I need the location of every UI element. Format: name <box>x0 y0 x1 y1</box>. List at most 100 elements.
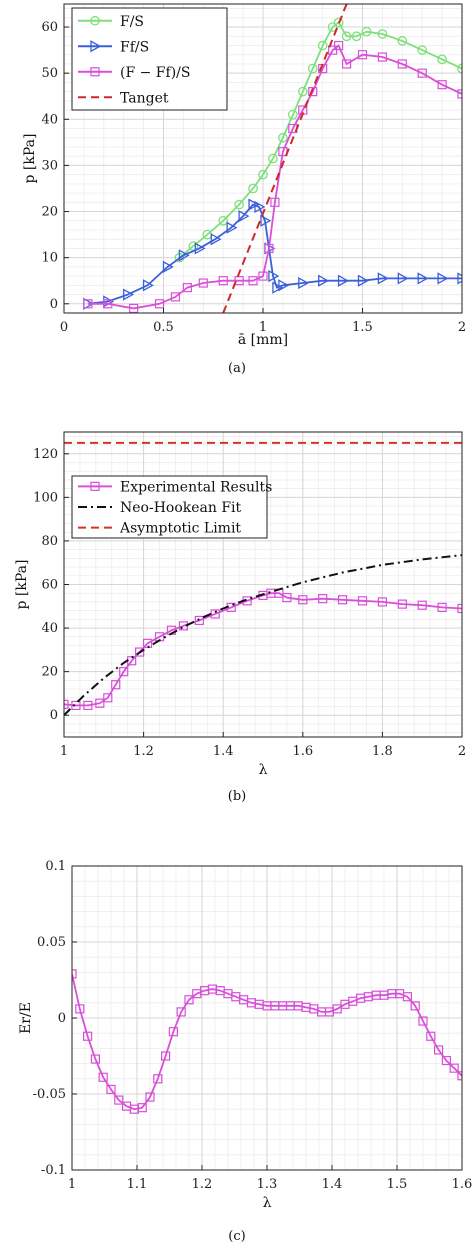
data-point-0 <box>338 595 348 605</box>
legend-entry: Asymptotic Limit <box>119 521 241 537</box>
x-tick-label: 0 <box>60 320 68 335</box>
data-point-0 <box>402 992 412 1002</box>
data-point-1 <box>194 242 206 255</box>
series-line-0 <box>64 592 462 707</box>
data-point-2 <box>417 68 427 78</box>
data-point-2 <box>457 89 462 99</box>
data-point-2 <box>357 50 368 60</box>
data-point-2 <box>258 271 268 281</box>
data-point-2 <box>308 87 318 97</box>
legend-marker <box>90 481 100 491</box>
data-point-0 <box>137 1103 147 1113</box>
data-point-0 <box>327 22 338 32</box>
data-point-0 <box>145 1092 155 1102</box>
data-point-0 <box>168 1027 178 1037</box>
y-tick-label: 60 <box>41 20 58 35</box>
data-point-2 <box>377 52 387 62</box>
data-point-0 <box>119 667 129 677</box>
data-point-0 <box>297 86 308 97</box>
data-point-1 <box>142 279 154 292</box>
data-point-0 <box>417 600 427 610</box>
y-tick-label: 0.1 <box>45 859 66 874</box>
y-tick-label: 120 <box>33 447 58 462</box>
caption: (b) <box>228 789 246 804</box>
data-point-0 <box>153 1074 163 1084</box>
series-group <box>64 441 462 716</box>
data-point-0 <box>437 54 447 65</box>
data-point-0 <box>142 638 153 648</box>
data-point-0 <box>82 1031 93 1041</box>
y-tick-label: 0.05 <box>37 935 66 950</box>
legend-entry: Ff/S <box>120 39 149 55</box>
x-tick-label: 0.5 <box>153 320 174 335</box>
legend-marker <box>90 40 102 53</box>
x-tick-label: 1.5 <box>352 320 373 335</box>
data-point-1 <box>254 200 266 214</box>
data-point-0 <box>357 596 368 606</box>
chart-c: 1 1.1 1.2 1.3 1.4 1.5 1.6 -0.1 -0.05 0 0.05 0.1 λ Er/… <box>18 859 472 1244</box>
y-tick-label: 0 <box>50 708 58 723</box>
data-point-0 <box>437 602 447 612</box>
data-point-0 <box>410 1001 420 1011</box>
x-tick-label: 1 <box>259 320 267 335</box>
data-point-0 <box>103 693 113 703</box>
data-point-2 <box>170 292 181 302</box>
y-tick-label: 0 <box>58 1011 66 1026</box>
data-point-0 <box>95 698 105 708</box>
x-tick-label: 1.2 <box>192 1177 213 1192</box>
data-point-0 <box>449 1063 459 1073</box>
caption: (a) <box>228 361 246 376</box>
y-tick-label: 10 <box>41 251 58 266</box>
data-point-0 <box>341 31 352 42</box>
y-tick-label: 50 <box>41 66 58 81</box>
data-point-2 <box>437 80 447 90</box>
data-point-1 <box>210 233 222 246</box>
legend-box <box>71 7 228 111</box>
data-point-2 <box>397 59 407 69</box>
data-point-1 <box>272 281 284 294</box>
data-point-1 <box>123 288 135 301</box>
data-point-2 <box>182 283 192 293</box>
y-tick-label: 80 <box>41 534 58 549</box>
data-point-1 <box>397 272 409 285</box>
x-tick-label: 1 <box>60 744 68 759</box>
x-tick-label: 1.1 <box>127 1177 148 1192</box>
data-point-0 <box>111 680 121 690</box>
data-point-2 <box>218 276 228 286</box>
data-point-2 <box>154 299 165 309</box>
data-point-1 <box>268 269 280 283</box>
legend-marker <box>90 15 100 26</box>
data-point-2 <box>248 276 258 286</box>
data-point-1 <box>318 274 330 287</box>
x-tick-label: 1 <box>68 1177 76 1192</box>
y-axis-label: p [kPa] <box>14 560 30 610</box>
x-tick-label: 1.4 <box>213 744 234 759</box>
data-point-1 <box>238 210 250 223</box>
data-point-1 <box>357 274 369 287</box>
data-point-0 <box>248 183 258 194</box>
data-point-0 <box>282 592 292 603</box>
x-tick-label: 1.6 <box>452 1177 473 1192</box>
data-point-0 <box>333 17 344 28</box>
y-tick-label: -0.05 <box>33 1087 66 1102</box>
x-tick-label: 1.5 <box>387 1177 408 1192</box>
data-point-2 <box>198 278 208 288</box>
data-point-0 <box>351 31 362 42</box>
y-tick-label: 20 <box>41 665 58 680</box>
data-point-1 <box>248 198 260 211</box>
data-point-2 <box>341 59 352 69</box>
data-point-1 <box>417 272 429 285</box>
data-point-1 <box>162 260 174 273</box>
data-point-2 <box>103 299 113 309</box>
series-line-3 <box>222 4 348 313</box>
data-point-0 <box>441 1055 451 1066</box>
legend-entry: Tanget <box>120 90 169 106</box>
x-axis-label: ā [mm] <box>238 332 288 348</box>
data-point-0 <box>457 1071 462 1081</box>
data-point-1 <box>278 279 290 292</box>
data-point-0 <box>298 595 308 605</box>
data-point-0 <box>71 700 81 711</box>
x-tick-label: 1.8 <box>372 744 393 759</box>
data-point-0 <box>397 599 407 609</box>
